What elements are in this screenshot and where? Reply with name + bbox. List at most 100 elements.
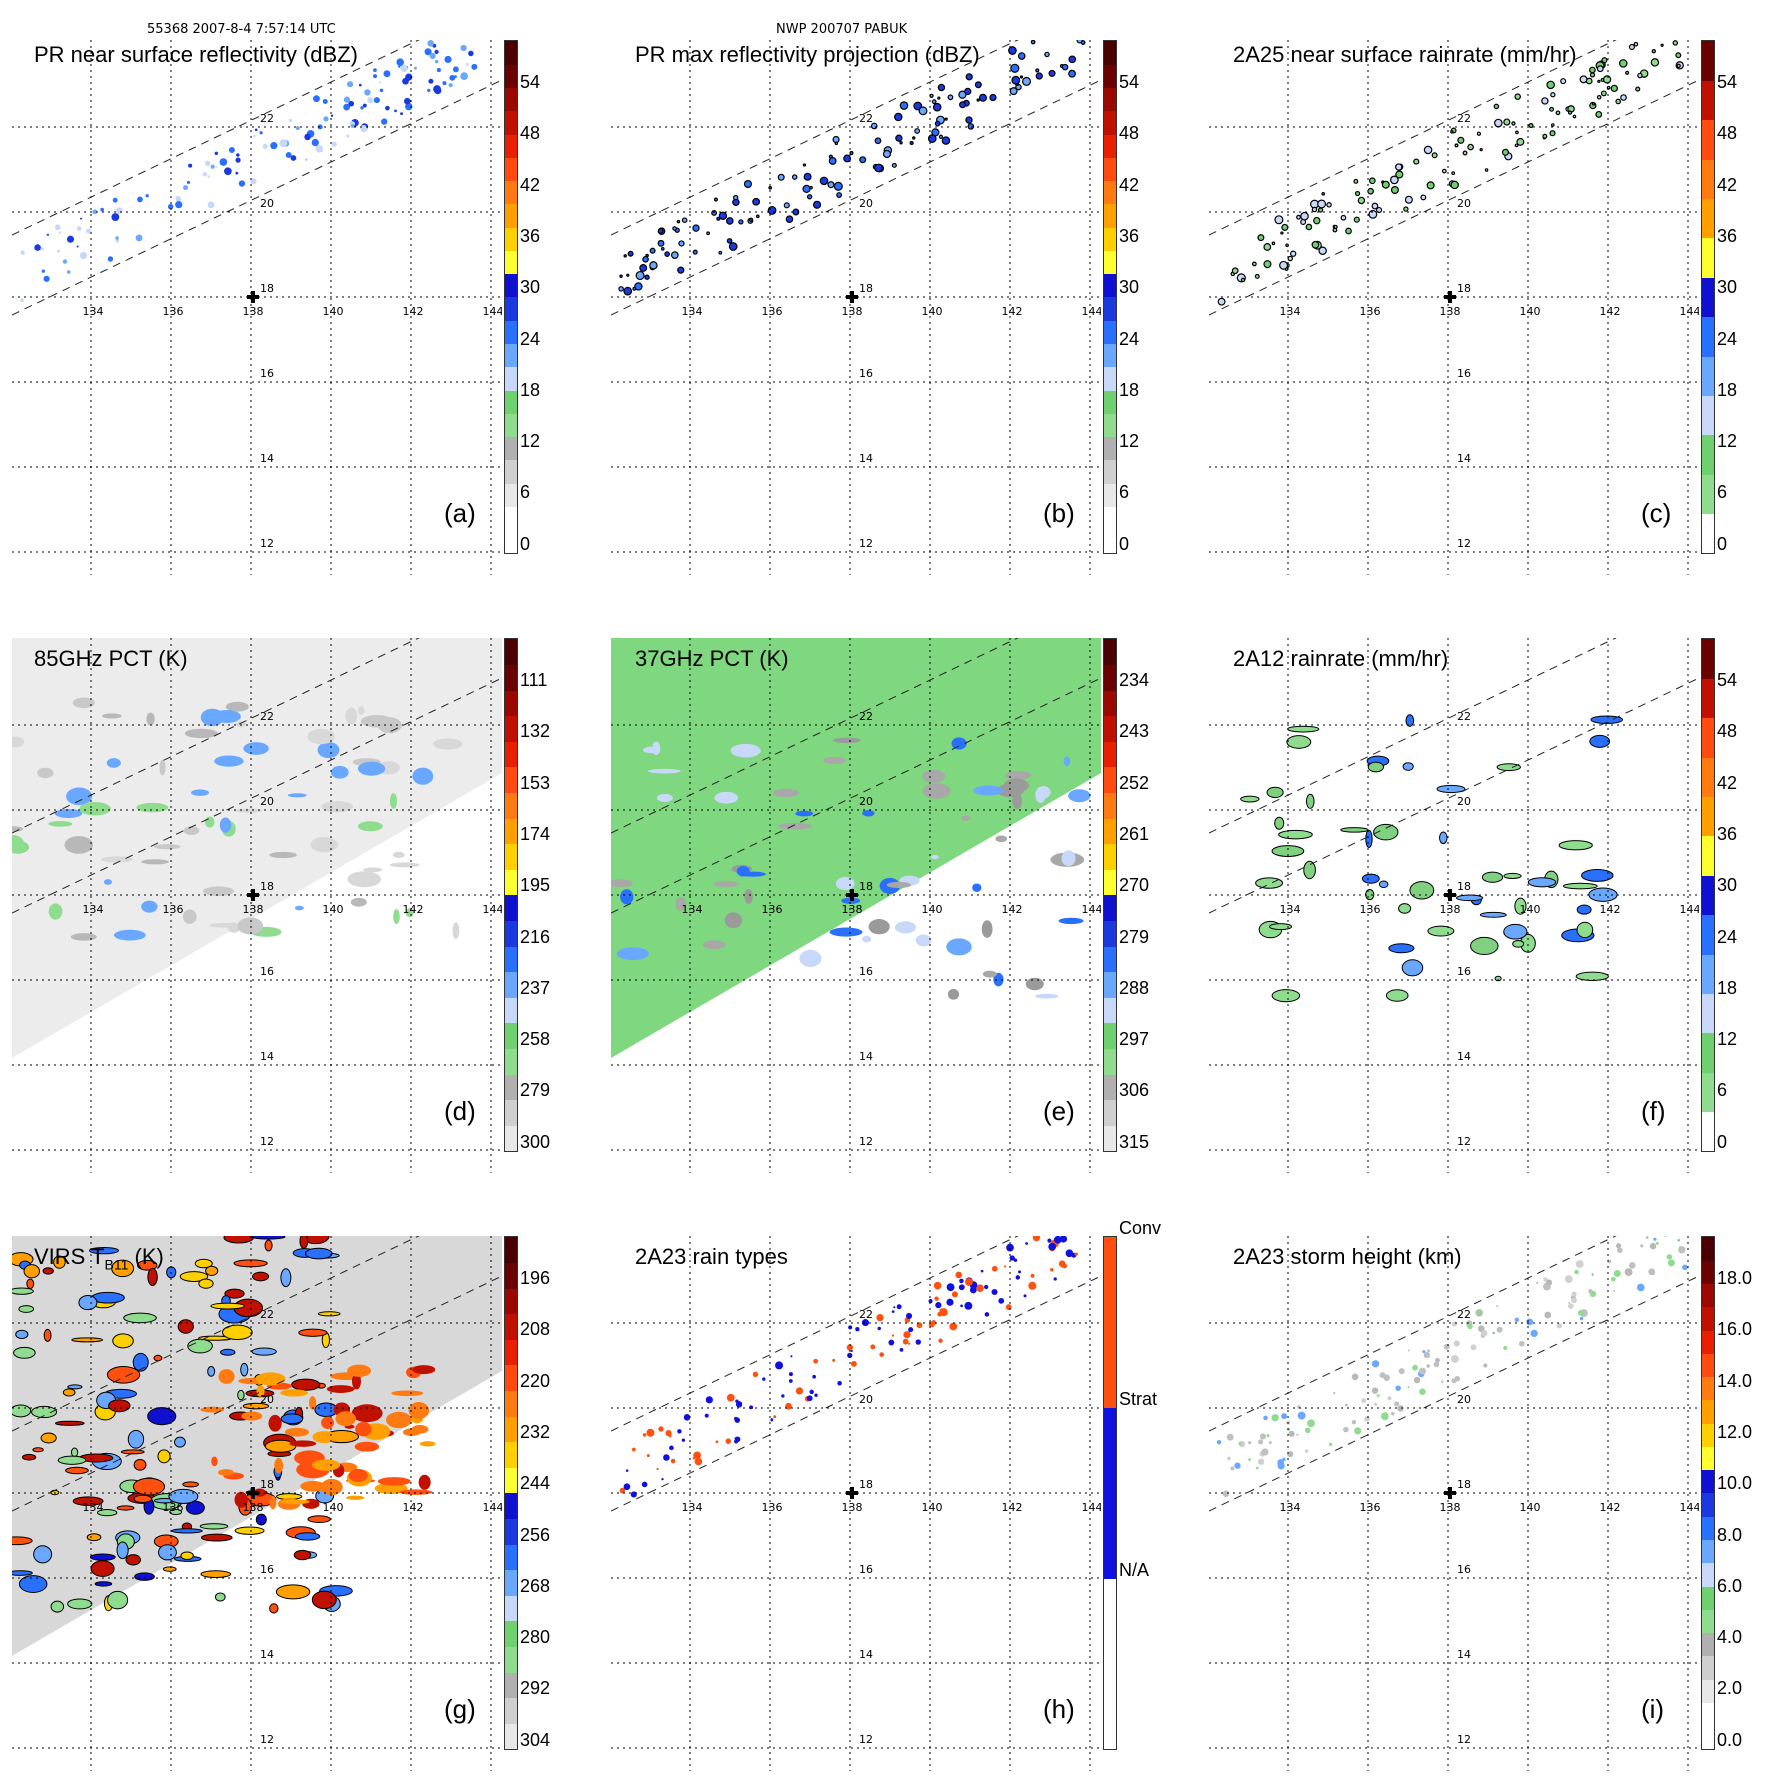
- precip-cell: [1542, 98, 1548, 104]
- colorbar-segment: [1104, 997, 1116, 1023]
- colorbar-segment: [1104, 818, 1116, 844]
- precip-cell: [1004, 1265, 1006, 1267]
- colorbar-segment: [1702, 1702, 1714, 1726]
- colorbar-segment: [1104, 946, 1116, 972]
- precip-cell: [1392, 187, 1399, 194]
- precip-cell: [657, 1468, 659, 1470]
- field-blob: [744, 889, 752, 904]
- precip-cell: [1241, 278, 1244, 281]
- colorbar-segment: [1104, 274, 1116, 298]
- precip-cell: [385, 106, 390, 111]
- colorbar-tick-label: 6: [1717, 482, 1727, 503]
- colorbar-segment: [1104, 665, 1116, 691]
- colorbar-segment: [1104, 793, 1116, 819]
- precip-cell: [20, 250, 24, 254]
- precip-cell: [42, 269, 45, 272]
- colorbar-segment: [1702, 1540, 1714, 1564]
- colorbar-segment: [1104, 1100, 1116, 1126]
- field-blob: [211, 1457, 218, 1467]
- lat-tick-label: 14: [859, 1050, 873, 1063]
- swath-edge-upper: [12, 40, 502, 235]
- colorbar-segment: [1702, 678, 1714, 718]
- precip-cell: [1640, 1244, 1643, 1247]
- precip-cell: [662, 248, 664, 250]
- field-blob: [1064, 756, 1071, 766]
- precip-cell: [1275, 216, 1283, 224]
- precip-cell: [175, 196, 181, 202]
- precip-cell: [1031, 40, 1035, 44]
- colorbar-tick-label: 16.0: [1717, 1319, 1752, 1340]
- colorbar-tick-label: 48: [1119, 123, 1139, 144]
- precip-cell: [1271, 1414, 1278, 1421]
- precip-cell: [235, 172, 238, 175]
- precip-cell: [1496, 1305, 1499, 1308]
- field-blob: [916, 934, 932, 946]
- precip-cell: [646, 254, 648, 256]
- field-blob: [12, 1537, 32, 1545]
- lon-tick-label: 136: [762, 903, 783, 916]
- field-blob: [973, 786, 1003, 796]
- precip-cell: [1368, 189, 1373, 194]
- colorbar-tick-label: 315: [1119, 1132, 1149, 1153]
- lat-tick-label: 22: [1457, 710, 1471, 723]
- lat-tick-label: 16: [260, 367, 274, 380]
- precip-cell: [1012, 76, 1020, 84]
- colorbar-tick-label: 12: [1119, 431, 1139, 452]
- precip-cell: [1485, 169, 1487, 171]
- precip-cell: [1364, 1416, 1370, 1422]
- field-blob: [1577, 905, 1591, 914]
- precip-cell: [955, 1272, 962, 1279]
- field-blob: [172, 1529, 202, 1533]
- lon-tick-label: 138: [842, 903, 863, 916]
- precip-cell: [834, 182, 842, 190]
- field-blob: [102, 713, 122, 718]
- colorbar-tick-label: 258: [520, 1029, 550, 1050]
- colorbar-segment: [1702, 1112, 1714, 1152]
- precip-cell: [977, 99, 979, 101]
- precip-cell: [1010, 88, 1017, 95]
- lat-tick-label: 16: [1457, 367, 1471, 380]
- field-blob: [68, 1599, 92, 1609]
- panel-letter-label: (e): [1043, 1096, 1075, 1127]
- precip-cell: [1550, 107, 1554, 111]
- precip-cell: [47, 233, 50, 236]
- field-blob: [312, 1459, 340, 1470]
- colorbar-tick-label: 195: [520, 875, 550, 896]
- precip-cell: [757, 215, 759, 217]
- field-blob: [270, 1604, 278, 1613]
- field-blob: [199, 1279, 213, 1288]
- precip-cell: [1682, 1265, 1688, 1271]
- precip-cell: [1396, 164, 1402, 170]
- colorbar-segment: [505, 741, 517, 767]
- precip-cell: [619, 287, 623, 291]
- colorbar-segment: [505, 274, 517, 298]
- field-blob: [972, 883, 981, 892]
- precip-cell: [627, 274, 629, 276]
- colorbar-segment: [1702, 514, 1714, 554]
- colorbar-segment: [505, 41, 517, 65]
- field-blob: [66, 1467, 89, 1473]
- precip-cell: [1050, 1268, 1053, 1271]
- precip-cell: [313, 95, 320, 102]
- lon-tick-label: 136: [1360, 305, 1381, 318]
- precip-cell: [1049, 70, 1055, 76]
- lon-tick-label: 134: [682, 1501, 703, 1514]
- field-blob: [1471, 937, 1499, 954]
- precip-cell: [460, 45, 466, 51]
- field-blob: [346, 1496, 365, 1500]
- precip-cell: [1248, 1441, 1251, 1444]
- precip-cell: [1678, 1239, 1680, 1241]
- field-blob: [211, 1303, 244, 1309]
- precip-cell: [706, 1396, 713, 1403]
- lat-tick-label: 16: [260, 965, 274, 978]
- colorbar-segment: [505, 181, 517, 205]
- precip-cell: [966, 117, 972, 123]
- colorbar-tick-label: 24: [520, 329, 540, 350]
- precip-cell: [1414, 1377, 1420, 1383]
- field-blob: [299, 1329, 327, 1336]
- precip-cell: [80, 252, 87, 259]
- field-blob: [1389, 944, 1414, 953]
